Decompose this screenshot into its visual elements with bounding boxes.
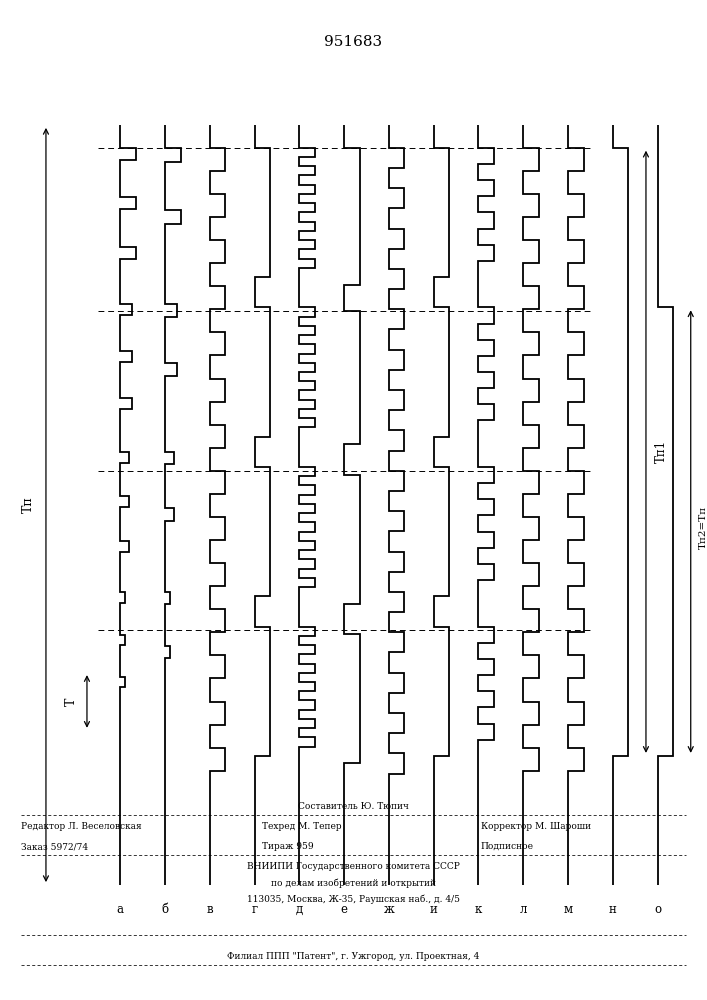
- Text: Тп2=Тп: Тп2=Тп: [699, 506, 707, 549]
- Text: а: а: [117, 903, 124, 916]
- Text: ж: ж: [383, 903, 395, 916]
- Text: Заказ 5972/74: Заказ 5972/74: [21, 842, 88, 851]
- Text: Тп1: Тп1: [655, 440, 667, 463]
- Text: м: м: [563, 903, 573, 916]
- Text: к: к: [475, 903, 482, 916]
- Text: по делам изобретений и открытий: по делам изобретений и открытий: [271, 878, 436, 888]
- Text: Т: Т: [65, 697, 78, 706]
- Text: л: л: [520, 903, 527, 916]
- Text: Редактор Л. Веселовская: Редактор Л. Веселовская: [21, 822, 142, 831]
- Text: ВНИИПИ Государственного комитета СССР: ВНИИПИ Государственного комитета СССР: [247, 862, 460, 871]
- Text: е: е: [341, 903, 348, 916]
- Text: Филиал ППП "Патент", г. Ужгород, ул. Проектная, 4: Филиал ППП "Патент", г. Ужгород, ул. Про…: [228, 952, 479, 961]
- Text: 113035, Москва, Ж-35, Раушская наб., д. 4/5: 113035, Москва, Ж-35, Раушская наб., д. …: [247, 894, 460, 904]
- Text: 951683: 951683: [325, 35, 382, 49]
- Text: Корректор М. Шароши: Корректор М. Шароши: [481, 822, 591, 831]
- Text: г: г: [252, 903, 257, 916]
- Text: б: б: [161, 903, 168, 916]
- Text: и: и: [430, 903, 438, 916]
- Text: Тираж 959: Тираж 959: [262, 842, 313, 851]
- Text: в: в: [206, 903, 213, 916]
- Text: о: о: [654, 903, 661, 916]
- Text: д: д: [296, 903, 303, 916]
- Text: Техред М. Тепер: Техред М. Тепер: [262, 822, 341, 831]
- Text: Тп: Тп: [22, 497, 35, 513]
- Text: Составитель Ю. Тюпич: Составитель Ю. Тюпич: [298, 802, 409, 811]
- Text: н: н: [609, 903, 617, 916]
- Text: Подписное: Подписное: [481, 842, 534, 851]
